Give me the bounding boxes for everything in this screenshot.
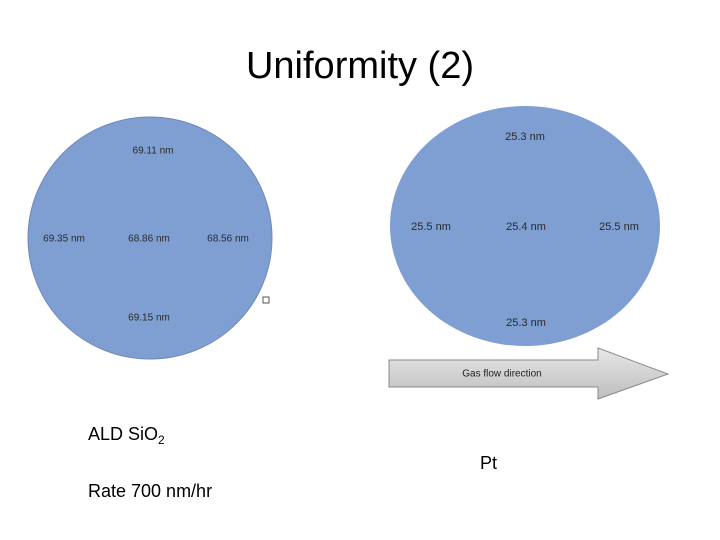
measurement: 68.56 nm — [207, 234, 249, 245]
measurement: 25.4 nm — [506, 221, 546, 233]
measurement: 25.3 nm — [505, 131, 545, 143]
right-wafer — [390, 106, 660, 346]
rate: Rate 700 nm/hr — [88, 481, 212, 501]
arrow-label: Gas flow direction — [462, 369, 541, 380]
material: ALD SiO — [88, 424, 158, 444]
measurement: 25.5 nm — [411, 221, 451, 233]
measurement: 69.35 nm — [43, 234, 85, 245]
measurement: 25.3 nm — [506, 317, 546, 329]
subscript: 2 — [158, 433, 165, 447]
title: Uniformity (2) — [246, 45, 474, 87]
left-wafer — [27, 116, 273, 360]
gas-flow-arrow — [388, 347, 670, 400]
caption: Pt — [480, 453, 497, 473]
measurement: 68.86 nm — [128, 234, 170, 245]
measurement: 69.11 nm — [133, 146, 174, 157]
marker — [262, 296, 270, 304]
caption: ALD SiO2 — [88, 424, 165, 447]
measurement: 69.15 nm — [128, 313, 170, 324]
measurement: 25.5 nm — [599, 221, 639, 233]
